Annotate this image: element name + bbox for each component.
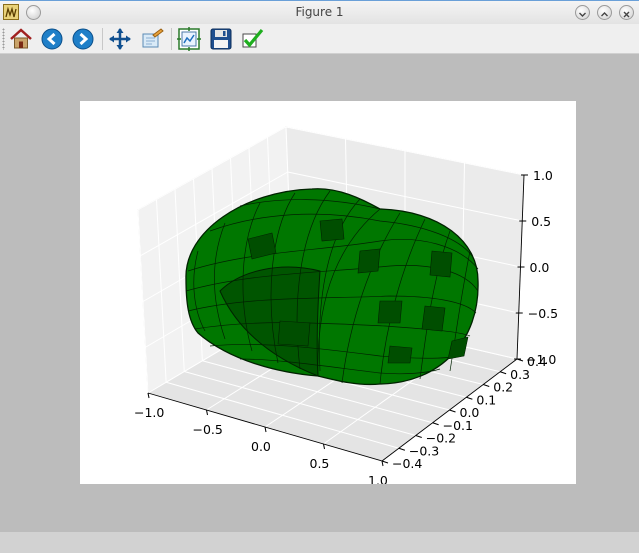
z-axis-ticks: 1.0 0.5 0.0 −0.5 −1.0 xyxy=(514,168,558,367)
grid-line xyxy=(285,126,525,176)
close-icon xyxy=(623,11,630,18)
y-tick xyxy=(449,409,456,413)
y-tick-label: 0.1 xyxy=(476,392,496,407)
minimize-button[interactable] xyxy=(575,5,590,20)
x-tick-label: −1.0 xyxy=(134,405,164,420)
home-icon xyxy=(10,28,32,49)
x-tick xyxy=(323,443,325,450)
y-tick-label: −0.1 xyxy=(443,418,473,433)
x-tick xyxy=(206,409,208,416)
status-bar xyxy=(0,532,639,553)
grid-line xyxy=(184,371,416,436)
surface-inner-fold xyxy=(219,266,321,377)
x-tick xyxy=(147,392,150,399)
y-tick-label: 0.3 xyxy=(510,367,530,382)
grid-line xyxy=(156,199,167,383)
back-button[interactable] xyxy=(39,26,65,52)
z-tick-label: 0.0 xyxy=(530,260,550,275)
y-tick xyxy=(415,435,422,438)
x-tick-label: 0.5 xyxy=(310,456,330,471)
zoom-rect-icon xyxy=(142,28,164,48)
y-tick-label: 0.0 xyxy=(460,405,480,420)
window-title: Figure 1 xyxy=(295,5,344,19)
y-tick xyxy=(381,460,389,464)
grid-line xyxy=(165,381,400,449)
toolbar-grip[interactable] xyxy=(2,28,5,50)
home-button[interactable] xyxy=(8,26,34,52)
figure-canvas[interactable]: −1.0 −0.5 0.0 0.5 1.0 −0.4 −0.3 −0.2 −0.1 0.0 0.1… xyxy=(80,101,576,488)
y-tick xyxy=(432,422,439,426)
y-tick xyxy=(466,396,473,400)
x-tick xyxy=(381,460,384,467)
edit-axis-button[interactable] xyxy=(239,26,265,52)
arrow-left-icon xyxy=(41,28,63,50)
floppy-icon xyxy=(210,28,232,50)
subplots-button[interactable] xyxy=(176,26,202,52)
z-tick-label: 0.5 xyxy=(531,214,551,229)
surface-mesh xyxy=(185,190,479,385)
toolbar-separator xyxy=(102,28,103,50)
y-tick xyxy=(398,447,406,451)
z-tick-label: −0.5 xyxy=(528,306,558,321)
3d-plot[interactable]: −1.0−0.50.00.51.0 −0.4−0.3−0.2−0.10.00.1… xyxy=(80,101,576,488)
y-tick-label: −0.2 xyxy=(426,431,456,446)
grid-line xyxy=(174,189,185,372)
navigation-toolbar xyxy=(0,24,639,54)
grid-line xyxy=(202,360,433,424)
x-tick-label: 0.0 xyxy=(251,439,271,454)
pan-button[interactable] xyxy=(107,26,133,52)
z-tick-label: −1.0 xyxy=(526,352,556,367)
forward-button[interactable] xyxy=(70,26,96,52)
y-tick-label: −0.3 xyxy=(409,443,439,458)
chevron-down-icon xyxy=(579,12,586,17)
x-tick-label: 1.0 xyxy=(368,473,388,484)
maximize-button[interactable] xyxy=(597,5,612,20)
close-button[interactable] xyxy=(619,5,634,20)
pin-window-button[interactable] xyxy=(26,5,41,20)
x-tick-label: −0.5 xyxy=(193,422,223,437)
subplots-icon xyxy=(177,27,201,51)
surface xyxy=(185,188,479,386)
grid-line xyxy=(287,171,523,222)
y-tick-label: −0.4 xyxy=(392,456,422,471)
y-tick xyxy=(499,371,507,375)
chevron-up-icon xyxy=(601,12,608,17)
checkmark-icon xyxy=(242,28,264,48)
y-tick-label: 0.2 xyxy=(493,380,513,395)
y-tick xyxy=(483,384,490,387)
y-axis-ticks: −0.4−0.3−0.2−0.10.00.10.20.30.4 xyxy=(381,354,547,471)
move-icon xyxy=(109,28,131,50)
zoom-button[interactable] xyxy=(139,26,165,52)
y-tick-label: 0.4 xyxy=(527,354,547,369)
toolbar-separator xyxy=(171,28,172,50)
x-tick xyxy=(264,426,267,433)
z-tick-label: 1.0 xyxy=(533,168,553,183)
arrow-right-icon xyxy=(72,28,94,50)
app-icon xyxy=(3,4,19,20)
save-button[interactable] xyxy=(208,26,234,52)
window-titlebar: Figure 1 xyxy=(0,0,639,24)
surface-shaded-patches xyxy=(247,218,469,364)
grid-line xyxy=(137,209,149,394)
